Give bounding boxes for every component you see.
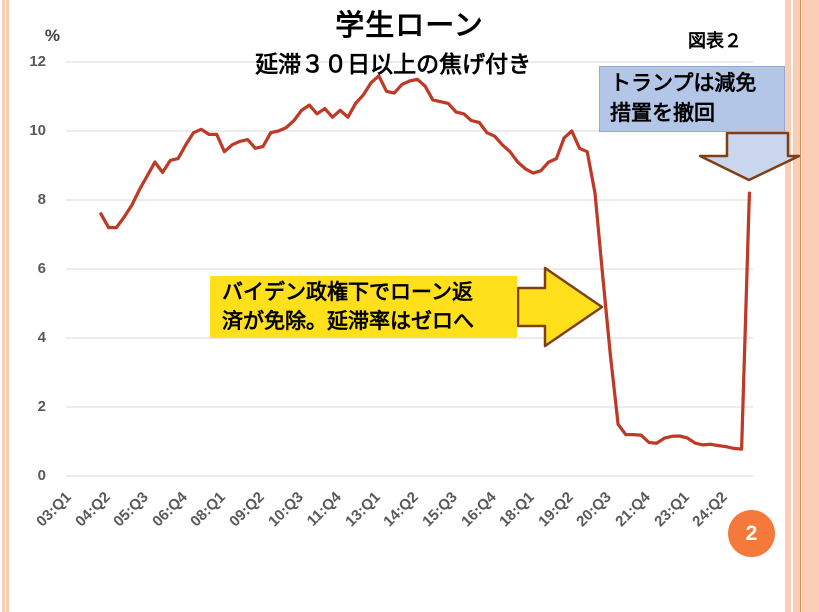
trump-annotation-box: トランプは減免 措置を撤回 — [599, 66, 785, 132]
biden-annotation-line2: 済が免除。延滞率はゼロへ — [222, 310, 474, 333]
page-number-badge: 2 — [728, 510, 775, 557]
trump-annotation-line1: トランプは減免 — [610, 72, 757, 95]
y-tick-label: 0 — [37, 467, 46, 484]
left-stripe-2 — [6, 0, 9, 612]
y-tick-label: 4 — [37, 329, 46, 346]
biden-annotation-line1: バイデン政権下でローン返 — [222, 281, 473, 304]
left-stripe-1 — [2, 0, 5, 612]
right-arrow-icon — [516, 266, 604, 348]
right-stripe-3 — [801, 0, 819, 612]
y-tick-label: 2 — [37, 398, 46, 415]
y-tick-label: 10 — [29, 122, 46, 139]
y-axis-unit-label: % — [44, 26, 60, 45]
y-tick-label: 8 — [37, 191, 46, 208]
y-tick-label: 12 — [29, 53, 46, 70]
right-stripe-accent — [799, 0, 802, 612]
right-stripe-2 — [793, 0, 800, 612]
chart-subtitle: 延滞３０日以上の焦げ付き — [255, 51, 532, 77]
biden-annotation-box: バイデン政権下でローン返 済が免除。延滞率はゼロへ — [210, 276, 517, 338]
y-tick-label: 6 — [37, 260, 46, 277]
chart-title: 学生ローン — [335, 10, 484, 42]
figure-label: 図表２ — [688, 31, 742, 51]
right-stripe-1 — [785, 0, 791, 612]
trump-annotation-line2: 措置を撤回 — [610, 102, 715, 125]
